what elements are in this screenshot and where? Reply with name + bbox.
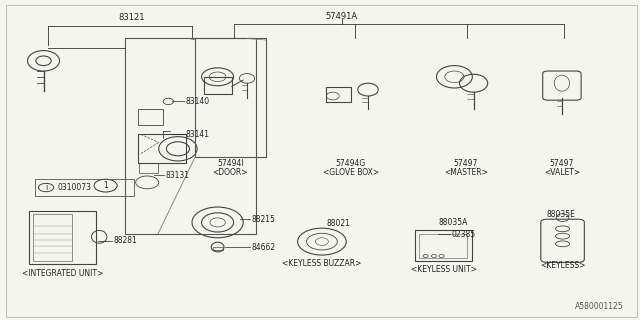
Bar xyxy=(415,230,472,261)
Text: <DOOR>: <DOOR> xyxy=(212,168,248,177)
Text: 02385: 02385 xyxy=(451,230,476,239)
Bar xyxy=(35,179,134,196)
Text: 0310073: 0310073 xyxy=(58,183,92,192)
Bar xyxy=(33,214,72,261)
Bar xyxy=(138,134,186,163)
Text: 57491A: 57491A xyxy=(325,12,357,21)
Text: 57497: 57497 xyxy=(550,159,574,168)
Text: <KEYLESS BUZZAR>: <KEYLESS BUZZAR> xyxy=(282,259,362,268)
Text: 88035E: 88035E xyxy=(546,210,575,219)
Text: 57494G: 57494G xyxy=(335,159,366,168)
Text: 83141: 83141 xyxy=(186,130,210,139)
Text: 1: 1 xyxy=(103,181,108,190)
Text: <KEYLESS>: <KEYLESS> xyxy=(540,261,585,270)
Bar xyxy=(139,163,158,173)
Text: 88035A: 88035A xyxy=(438,218,468,227)
Bar xyxy=(125,38,256,234)
Text: <KEYLESS UNIT>: <KEYLESS UNIT> xyxy=(411,265,476,274)
Bar xyxy=(326,87,351,102)
Text: i: i xyxy=(45,183,47,192)
Bar xyxy=(213,247,223,250)
Text: 88281: 88281 xyxy=(114,236,138,245)
Text: 83140: 83140 xyxy=(186,97,210,106)
Text: <MASTER>: <MASTER> xyxy=(444,168,488,177)
Text: <GLOVE BOX>: <GLOVE BOX> xyxy=(323,168,379,177)
Bar xyxy=(204,77,232,94)
Bar xyxy=(138,109,163,125)
Text: <INTEGRATED UNIT>: <INTEGRATED UNIT> xyxy=(22,269,103,278)
Text: <VALET>: <VALET> xyxy=(544,168,580,177)
Text: A580001125: A580001125 xyxy=(575,302,624,311)
Bar xyxy=(29,211,96,264)
Text: 57494I: 57494I xyxy=(217,159,244,168)
Text: 57497: 57497 xyxy=(454,159,478,168)
Text: 88215: 88215 xyxy=(252,215,275,224)
Text: 83121: 83121 xyxy=(118,13,145,22)
Bar xyxy=(419,234,467,258)
Text: 88021: 88021 xyxy=(326,220,350,228)
Bar xyxy=(195,38,266,157)
Text: 83131: 83131 xyxy=(165,171,189,180)
Text: 84662: 84662 xyxy=(252,243,276,252)
